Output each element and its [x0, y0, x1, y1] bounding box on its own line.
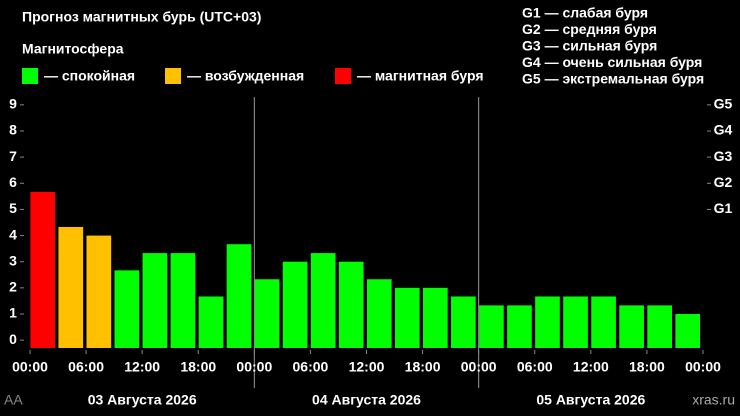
day-label: 05 Августа 2026	[536, 392, 645, 408]
y-tick-label: 4	[9, 226, 17, 242]
y-tick-label: 7	[9, 148, 17, 164]
bar	[86, 235, 112, 348]
bar	[366, 279, 392, 348]
day-label: 03 Августа 2026	[88, 392, 197, 408]
bar	[30, 191, 56, 348]
scale-note: G1 — слабая буря	[522, 5, 648, 21]
y2-tick-label: G2	[714, 174, 733, 190]
x-tick-label: 06:00	[517, 359, 553, 375]
bar	[310, 253, 336, 348]
bar	[507, 305, 532, 348]
y-tick-label: 8	[9, 122, 17, 138]
x-tick-label: 12:00	[349, 359, 385, 375]
legend-label: — магнитная буря	[357, 68, 484, 84]
x-tick-label: 06:00	[293, 359, 329, 375]
bar	[675, 314, 701, 348]
legend-label: — спокойная	[44, 68, 135, 84]
bar	[254, 279, 280, 348]
bar	[394, 287, 420, 348]
bar	[422, 287, 448, 348]
legend-swatch	[165, 68, 181, 84]
bar	[563, 296, 588, 348]
bar	[114, 270, 140, 348]
y-tick-label: 6	[9, 174, 17, 190]
bar	[647, 305, 672, 348]
bar	[226, 244, 252, 348]
x-tick-label: 00:00	[685, 359, 721, 375]
y-tick-label: 3	[9, 252, 17, 268]
bar	[170, 253, 196, 348]
x-tick-label: 12:00	[573, 359, 609, 375]
y-tick-label: 1	[9, 305, 17, 321]
bar	[282, 261, 308, 348]
watermark: xras.ru	[692, 392, 735, 408]
x-tick-label: 00:00	[236, 359, 272, 375]
bar	[619, 305, 644, 348]
legend-swatch	[22, 68, 38, 84]
legend-swatch	[335, 68, 351, 84]
x-tick-label: 18:00	[180, 359, 216, 375]
y-tick-label: 2	[9, 279, 17, 295]
day-label: 04 Августа 2026	[312, 392, 421, 408]
bar	[142, 253, 168, 348]
x-tick-label: 06:00	[68, 359, 104, 375]
y-tick-label: 0	[9, 331, 17, 347]
bar	[58, 226, 84, 348]
scale-note: G3 — сильная буря	[522, 38, 657, 54]
bar	[591, 296, 616, 348]
scale-note: G4 — очень сильная буря	[522, 54, 702, 70]
y2-tick-label: G5	[714, 96, 733, 112]
y2-tick-label: G4	[714, 122, 733, 138]
y2-tick-label: G3	[714, 148, 733, 164]
y-tick-label: 9	[9, 96, 17, 112]
bar	[338, 261, 364, 348]
legend-title: Магнитосфера	[22, 41, 124, 57]
bar	[198, 296, 224, 348]
scale-note: G2 — средняя буря	[522, 21, 657, 37]
chart-title: Прогноз магнитных бурь (UTC+03)	[22, 9, 261, 25]
y2-tick-label: G1	[714, 200, 733, 216]
x-tick-label: 00:00	[461, 359, 497, 375]
x-tick-label: 12:00	[124, 359, 160, 375]
bar	[535, 296, 560, 348]
legend-label: — возбужденная	[187, 68, 304, 84]
x-tick-label: 18:00	[629, 359, 665, 375]
y-tick-label: 5	[9, 200, 17, 216]
bar	[479, 305, 504, 348]
bar	[451, 296, 476, 348]
scale-note: G5 — экстремальная буря	[522, 71, 704, 87]
x-tick-label: 00:00	[12, 359, 48, 375]
x-tick-label: 18:00	[405, 359, 441, 375]
corner-text: AA	[4, 392, 23, 408]
